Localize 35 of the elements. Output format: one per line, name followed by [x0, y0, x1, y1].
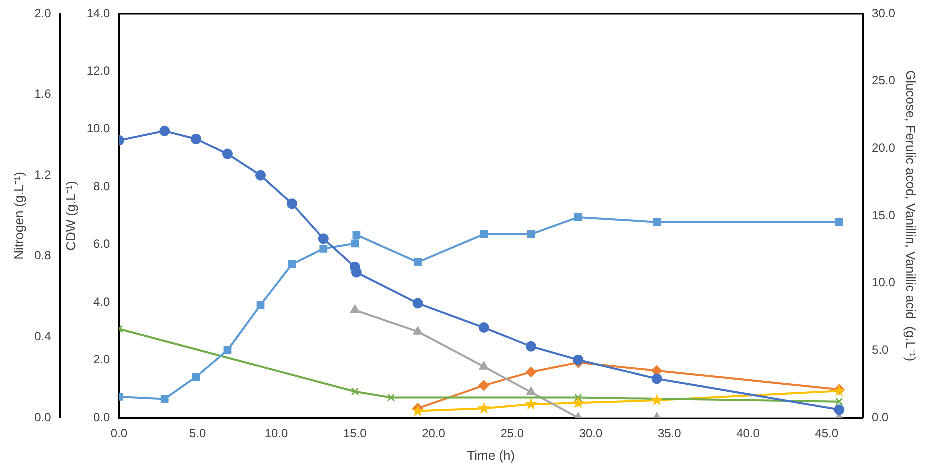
- y3-tick-label: 0.4: [34, 330, 52, 344]
- y-tick-label: 10.0: [86, 122, 111, 136]
- y2-tick-label: 5.0: [872, 342, 890, 357]
- y-tick-label: 4.0: [94, 294, 111, 309]
- y2-tick-label: 20.0: [872, 140, 896, 155]
- y2-tick-label: 0.0: [872, 410, 890, 424]
- x-tick-label: 15.0: [343, 426, 368, 441]
- y3-tick-label: 0.0: [34, 410, 52, 424]
- y3-tick-label: 0.8: [34, 248, 52, 263]
- y3-tick-label: 1.6: [34, 87, 52, 102]
- y2-tick-label: 15.0: [872, 208, 896, 222]
- x-tick-label: 40.0: [736, 426, 760, 441]
- y-tick-label: 6.0: [94, 237, 111, 252]
- y-tick-label: 0.0: [94, 410, 111, 424]
- y-tick-label: 12.0: [86, 64, 111, 78]
- x-tick-label: 45.0: [815, 426, 839, 441]
- x-tick-label: 10.0: [264, 426, 288, 441]
- x-tick-label: 25.0: [500, 426, 524, 441]
- y3-axis-title: Nitrogen (g.L⁻¹): [11, 172, 26, 260]
- x-axis-title: Time (h): [467, 448, 516, 463]
- y2-tick-label: 30.0: [872, 6, 896, 20]
- x-tick-label: 30.0: [579, 426, 603, 441]
- y-tick-label: 8.0: [94, 179, 111, 194]
- y2-tick-label: 10.0: [872, 276, 896, 290]
- y-tick-label: 14.0: [86, 6, 111, 20]
- y3-tick-label: 1.2: [34, 168, 52, 182]
- y-axis-title: CDW (g.L⁻¹): [64, 181, 79, 251]
- y3-tick-label: 2.0: [34, 6, 52, 20]
- y2-tick-label: 25.0: [872, 74, 896, 88]
- y2-axis-title: Glucose, Ferulic acod, Vanillin, Vanillic acid (g.L⁻¹): [904, 70, 919, 362]
- x-tick-label: 35.0: [658, 426, 682, 441]
- x-tick-label: 0.0: [110, 426, 128, 441]
- x-tick-label: 20.0: [422, 426, 446, 441]
- x-tick-label: 5.0: [190, 426, 207, 441]
- y-tick-label: 2.0: [94, 352, 111, 367]
